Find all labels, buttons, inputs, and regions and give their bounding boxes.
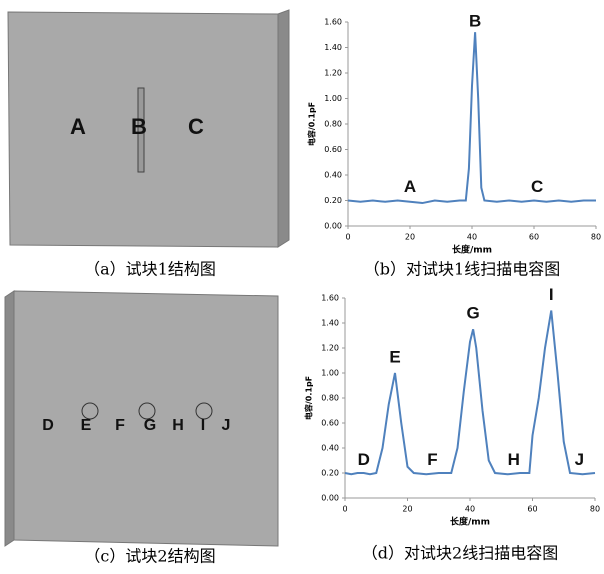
block-side: [5, 291, 14, 546]
annotation: H: [508, 450, 520, 469]
y-tick-label: 0.80: [321, 394, 339, 403]
block-label: A: [70, 114, 86, 139]
y-tick-label: 0.00: [324, 222, 342, 231]
annotation: E: [389, 347, 400, 366]
x-tick-label: 60: [527, 505, 537, 514]
y-tick-label: 1.40: [321, 319, 339, 328]
annotation: F: [427, 450, 437, 469]
caption: （a）试块1结构图: [84, 260, 216, 279]
figure: A B C （a）试块1结构图 D E F G H I J （c）试块2结构图 …: [0, 0, 604, 574]
annotation: I: [549, 285, 554, 304]
annotation: C: [531, 177, 543, 196]
y-tick-label: 0.20: [324, 196, 342, 205]
annotation: A: [404, 177, 416, 196]
data-line: [345, 311, 595, 475]
block-label: H: [172, 417, 184, 434]
y-tick-label: 1.60: [321, 294, 339, 303]
block-label: J: [222, 417, 231, 434]
y-tick-label: 0.40: [324, 171, 342, 180]
x-tick-label: 0: [345, 233, 350, 242]
caption: （d）对试块2线扫描电容图: [362, 544, 558, 563]
caption: （b）对试块1线扫描电容图: [364, 260, 560, 279]
caption: （c）试块2结构图: [84, 547, 215, 566]
y-tick-label: 0.60: [321, 419, 339, 428]
y-tick-label: 1.20: [321, 344, 339, 353]
y-tick-label: 0.00: [321, 494, 339, 503]
data-line: [348, 32, 596, 203]
y-tick-label: 0.60: [324, 145, 342, 154]
block-label: E: [81, 417, 92, 434]
y-tick-label: 1.00: [324, 94, 342, 103]
annotation: J: [575, 450, 584, 469]
x-tick-label: 80: [591, 233, 601, 242]
y-tick-label: 1.20: [324, 69, 342, 78]
block-label: G: [144, 417, 156, 434]
x-tick-label: 20: [405, 233, 415, 242]
block-label: I: [201, 417, 205, 434]
block-label: D: [42, 417, 54, 434]
annotation: D: [358, 450, 370, 469]
x-tick-label: 0: [342, 505, 347, 514]
y-tick-label: 0.80: [324, 120, 342, 129]
y-axis-label: 电容/0.1pF: [304, 376, 314, 420]
page: A B C （a）试块1结构图 D E F G H I J （c）试块2结构图 …: [0, 0, 604, 574]
y-tick-label: 0.40: [321, 444, 339, 453]
annotation: B: [469, 11, 481, 30]
y-tick-label: 1.00: [321, 369, 339, 378]
y-tick-label: 1.40: [324, 43, 342, 52]
block-side: [278, 10, 289, 247]
x-tick-label: 40: [467, 233, 477, 242]
x-axis-label: 长度/mm: [452, 244, 492, 256]
y-axis-label: 电容/0.1pF: [307, 102, 317, 146]
block-label: F: [115, 417, 125, 434]
x-tick-label: 40: [465, 505, 475, 514]
y-tick-label: 1.60: [324, 18, 342, 27]
block-label: C: [188, 114, 204, 139]
annotation: G: [467, 304, 480, 323]
y-tick-label: 0.20: [321, 469, 339, 478]
block-label: B: [131, 114, 147, 139]
x-tick-label: 80: [590, 505, 600, 514]
x-tick-label: 20: [402, 505, 412, 514]
x-tick-label: 60: [529, 233, 539, 242]
x-axis-label: 长度/mm: [450, 516, 490, 528]
